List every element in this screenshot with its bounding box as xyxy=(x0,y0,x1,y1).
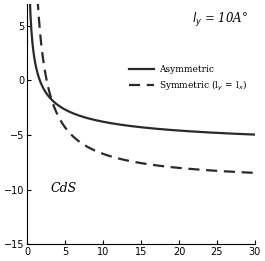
Symmetric (l$_y$ = l$_x$) xyxy=(248,171,251,174)
Asymmetric xyxy=(248,133,251,136)
Text: $l_y$ = 10A°: $l_y$ = 10A° xyxy=(192,11,248,29)
Asymmetric xyxy=(253,133,256,136)
Line: Symmetric (l$_y$ = l$_x$): Symmetric (l$_y$ = l$_x$) xyxy=(28,0,255,173)
Asymmetric xyxy=(161,128,165,131)
Symmetric (l$_y$ = l$_x$) xyxy=(212,169,215,172)
Line: Asymmetric: Asymmetric xyxy=(28,0,255,135)
Symmetric (l$_y$ = l$_x$) xyxy=(134,161,137,164)
Symmetric (l$_y$ = l$_x$) xyxy=(253,171,256,174)
Asymmetric xyxy=(212,131,215,134)
Symmetric (l$_y$ = l$_x$) xyxy=(161,165,165,168)
Asymmetric xyxy=(134,125,137,128)
Text: CdS: CdS xyxy=(50,182,76,195)
Legend: Asymmetric, Symmetric (l$_y$ = l$_x$): Asymmetric, Symmetric (l$_y$ = l$_x$) xyxy=(125,61,250,96)
Symmetric (l$_y$ = l$_x$) xyxy=(136,161,139,164)
Symmetric (l$_y$ = l$_x$) xyxy=(149,163,152,166)
Asymmetric xyxy=(136,125,139,128)
Asymmetric xyxy=(149,127,152,130)
